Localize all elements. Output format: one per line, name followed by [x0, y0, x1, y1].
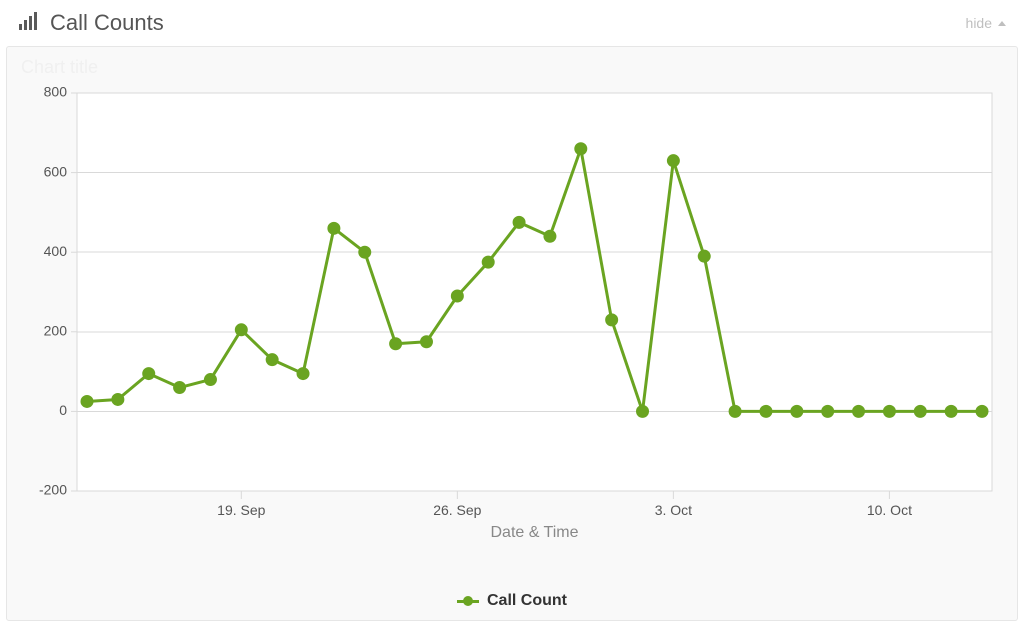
- data-point[interactable]: [544, 231, 555, 242]
- legend-swatch: [457, 600, 479, 603]
- chart-title-placeholder: Chart title: [21, 57, 98, 78]
- panel-header: Call Counts hide: [0, 0, 1024, 46]
- data-point[interactable]: [699, 251, 710, 262]
- data-point[interactable]: [452, 290, 463, 301]
- hide-toggle[interactable]: hide: [966, 15, 1006, 31]
- data-point[interactable]: [514, 217, 525, 228]
- data-point[interactable]: [853, 406, 864, 417]
- legend[interactable]: Call Count: [7, 592, 1017, 610]
- data-point[interactable]: [977, 406, 988, 417]
- svg-text:26. Sep: 26. Sep: [433, 502, 481, 518]
- data-point[interactable]: [483, 257, 494, 268]
- svg-text:800: 800: [44, 84, 68, 100]
- svg-text:600: 600: [44, 163, 68, 179]
- data-point[interactable]: [884, 406, 895, 417]
- data-point[interactable]: [205, 374, 216, 385]
- data-point[interactable]: [760, 406, 771, 417]
- data-point[interactable]: [946, 406, 957, 417]
- data-point[interactable]: [668, 155, 679, 166]
- line-chart: -200 0 200 400 600 800 19. Sep 26. Sep 3. Oct 10.…: [7, 47, 1015, 607]
- data-point[interactable]: [822, 406, 833, 417]
- panel-title-wrap: Call Counts: [18, 10, 164, 37]
- svg-text:3. Oct: 3. Oct: [655, 502, 692, 518]
- data-point[interactable]: [112, 394, 123, 405]
- svg-text:400: 400: [44, 243, 68, 259]
- data-point[interactable]: [82, 396, 93, 407]
- data-point[interactable]: [791, 406, 802, 417]
- data-point[interactable]: [606, 314, 617, 325]
- svg-text:-200: -200: [39, 482, 67, 498]
- svg-text:10. Oct: 10. Oct: [867, 502, 912, 518]
- data-point[interactable]: [328, 223, 339, 234]
- data-point[interactable]: [915, 406, 926, 417]
- svg-text:Date & Time: Date & Time: [490, 524, 578, 541]
- data-point[interactable]: [575, 143, 586, 154]
- data-point[interactable]: [390, 338, 401, 349]
- data-point[interactable]: [236, 324, 247, 335]
- chevron-up-icon: [998, 21, 1006, 26]
- data-point[interactable]: [174, 382, 185, 393]
- call-counts-panel: Call Counts hide Chart title -200 0 200 400…: [0, 0, 1024, 627]
- svg-text:200: 200: [44, 323, 68, 339]
- bar-chart-icon: [18, 10, 40, 37]
- svg-text:19. Sep: 19. Sep: [217, 502, 265, 518]
- panel-body: Chart title -200 0 200 400 600 800 19. Sep 26. …: [6, 46, 1018, 621]
- data-point[interactable]: [143, 368, 154, 379]
- panel-title: Call Counts: [50, 10, 164, 36]
- data-point[interactable]: [359, 247, 370, 258]
- data-point[interactable]: [267, 354, 278, 365]
- svg-text:0: 0: [59, 402, 67, 418]
- legend-label: Call Count: [487, 592, 567, 610]
- data-point[interactable]: [730, 406, 741, 417]
- data-point[interactable]: [637, 406, 648, 417]
- data-point[interactable]: [421, 336, 432, 347]
- hide-toggle-label: hide: [966, 15, 992, 31]
- data-point[interactable]: [298, 368, 309, 379]
